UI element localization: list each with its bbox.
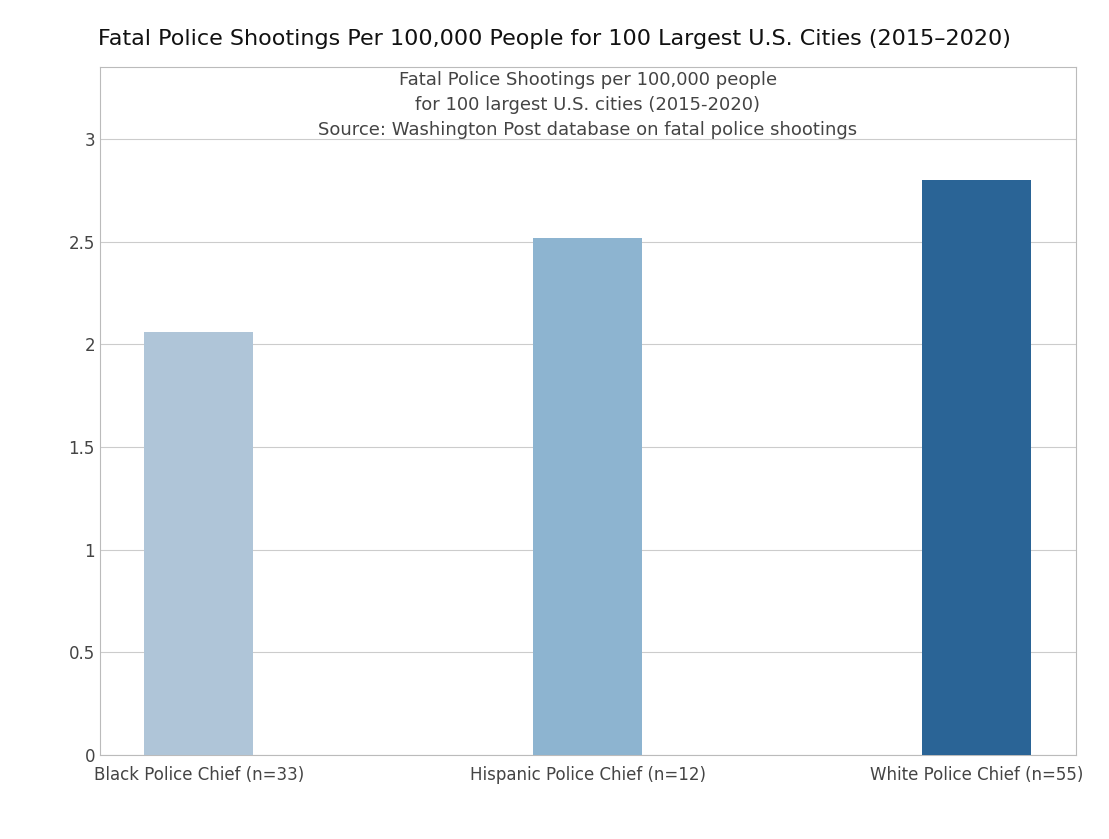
Bar [533, 237, 642, 755]
Text: Fatal Police Shootings per 100,000 people
for 100 largest U.S. cities (2015-2020: Fatal Police Shootings per 100,000 peopl… [318, 70, 857, 138]
Text: Fatal Police Shootings Per 100,000 People for 100 Largest U.S. Cities (2015–2020: Fatal Police Shootings Per 100,000 Peopl… [98, 29, 1011, 50]
Bar [144, 332, 253, 755]
Bar [923, 180, 1031, 755]
